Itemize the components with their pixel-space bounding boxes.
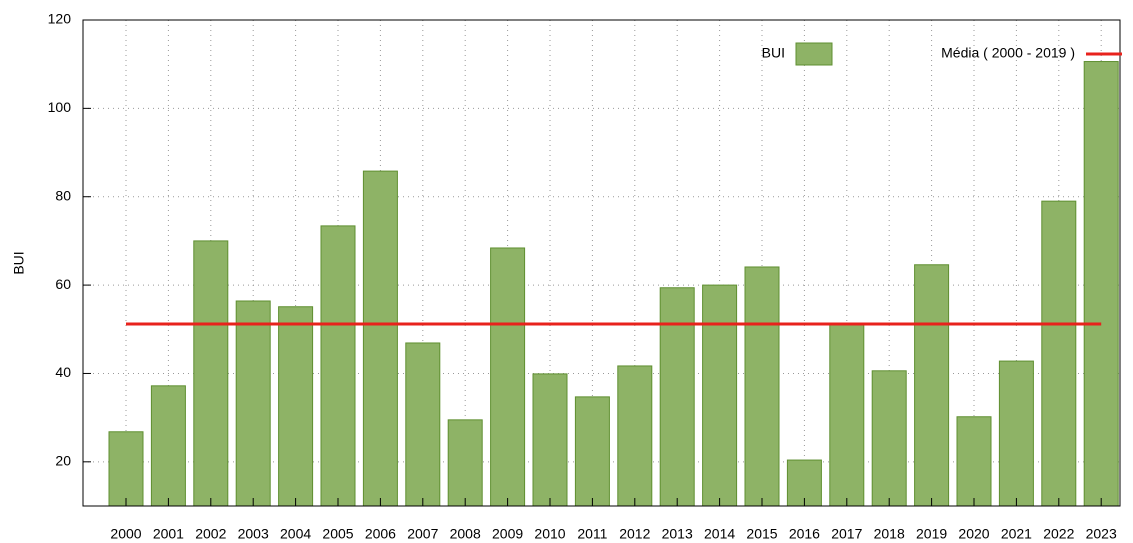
bar [278,306,314,507]
x-tick-label: 2022 [1043,526,1074,542]
x-tick-label: 2005 [322,526,353,542]
bar [150,385,186,507]
bar [829,323,865,507]
x-tick-label: 2006 [365,526,396,542]
x-tick-label: 2009 [492,526,523,542]
bar [744,266,780,507]
bar [320,225,356,507]
bar [362,170,398,507]
bar [956,416,992,507]
bar [998,360,1034,507]
x-tick-label: 2001 [153,526,184,542]
y-tick-label: 60 [55,276,71,292]
bar [702,284,738,507]
x-tick-label: 2004 [280,526,311,542]
bar [490,247,526,507]
y-axis-label: BUI [11,251,27,274]
y-tick-label: 80 [55,187,71,203]
bar [447,419,483,507]
bar [532,373,568,507]
y-tick-label: 120 [48,11,72,27]
x-tick-label: 2003 [238,526,269,542]
legend-label: BUI [762,45,785,61]
x-tick-label: 2018 [874,526,905,542]
plot-frame [82,19,1121,507]
bar [659,287,695,507]
x-tick-label: 2020 [958,526,989,542]
y-tick-label: 100 [48,99,72,115]
legend-swatch [795,42,833,66]
bar [235,300,271,507]
x-tick-label: 2013 [662,526,693,542]
bar [574,396,610,507]
x-tick-label: 2023 [1086,526,1117,542]
y-tick-label: 20 [55,453,71,469]
x-tick-label: 2019 [916,526,947,542]
bar [193,240,229,507]
bar [1041,200,1077,507]
y-tick-label: 40 [55,364,71,380]
x-tick-label: 2017 [831,526,862,542]
bar [405,342,441,507]
x-tick-label: 2014 [704,526,735,542]
x-tick-label: 2021 [1001,526,1032,542]
x-tick-label: 2008 [450,526,481,542]
x-tick-label: 2016 [789,526,820,542]
legend-label: Média ( 2000 - 2019 ) [941,45,1075,61]
x-tick-label: 2010 [534,526,565,542]
x-tick-label: 2011 [577,526,607,542]
bar [871,370,907,507]
bar [617,365,653,507]
x-tick-label: 2015 [746,526,777,542]
x-tick-label: 2012 [619,526,650,542]
bar [1083,61,1119,507]
bar [914,264,950,507]
x-tick-label: 2000 [110,526,141,542]
x-tick-label: 2002 [195,526,226,542]
x-tick-label: 2007 [407,526,438,542]
bar [108,431,144,507]
